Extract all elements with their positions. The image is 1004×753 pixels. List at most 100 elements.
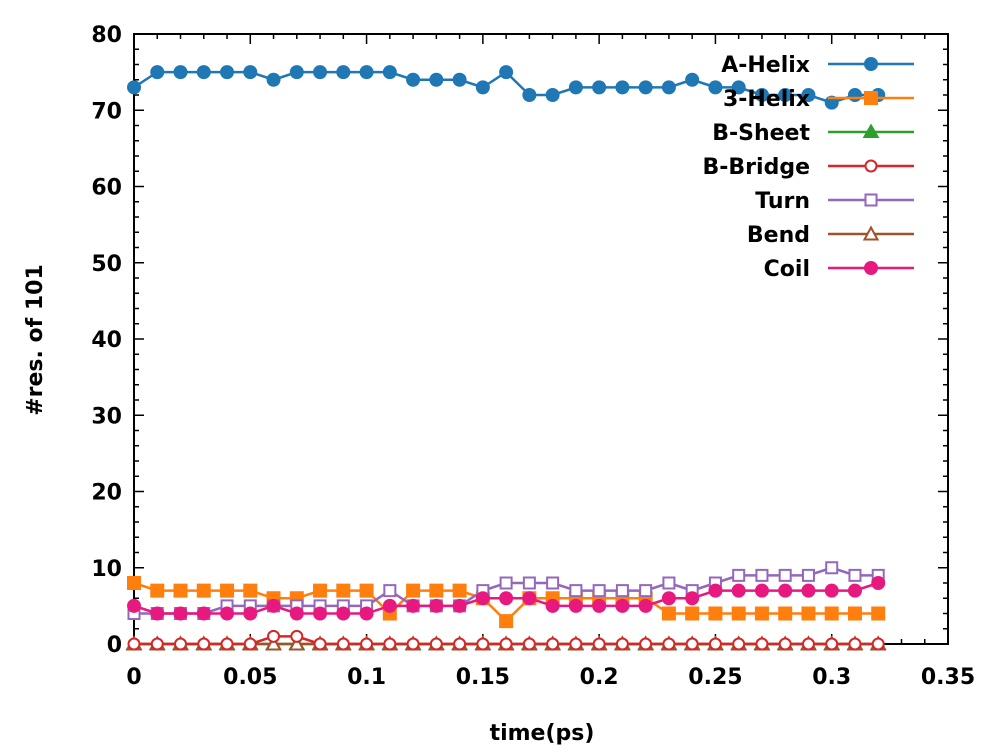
legend-item-turn: Turn — [755, 189, 914, 214]
data-point-a-helix — [336, 65, 351, 80]
data-point-b-bridge — [639, 637, 653, 651]
data-point-b-bridge — [569, 637, 583, 651]
data-point-turn — [732, 568, 746, 582]
legend-label: B-Bridge — [703, 155, 810, 180]
data-point-b-bridge — [592, 637, 606, 651]
data-point-a-helix — [452, 72, 467, 87]
data-point-a-helix — [545, 88, 560, 102]
data-point-coil — [685, 591, 700, 606]
data-point-a-helix — [778, 88, 793, 102]
data-point-coil — [382, 598, 397, 613]
data-point-b-bridge — [220, 637, 234, 651]
series-a-helix — [127, 65, 886, 110]
data-point-coil — [196, 606, 211, 621]
data-point-coil — [824, 583, 839, 598]
data-point-turn — [848, 568, 862, 582]
data-point-b-bridge — [546, 637, 560, 651]
x-tick-label: 0.2 — [580, 665, 619, 690]
data-point-3-helix — [452, 583, 467, 598]
data-point-coil — [778, 583, 793, 598]
data-point-3-helix — [220, 583, 235, 598]
data-point-turn — [546, 576, 560, 590]
x-axis-title: time(ps) — [490, 721, 595, 746]
data-point-3-helix — [778, 606, 793, 621]
data-point-coil — [731, 583, 746, 598]
data-point-3-helix — [429, 583, 444, 598]
data-point-b-bridge — [615, 637, 629, 651]
legend-marker — [864, 91, 878, 105]
data-point-a-helix — [824, 95, 839, 110]
data-point-a-helix — [220, 65, 235, 80]
data-point-3-helix — [685, 606, 700, 621]
data-point-3-helix — [313, 583, 328, 598]
data-point-3-helix — [754, 606, 769, 621]
data-point-a-helix — [475, 80, 490, 95]
data-point-a-helix — [847, 88, 862, 102]
data-point-a-helix — [568, 80, 583, 95]
series-b-bridge — [127, 629, 885, 651]
data-point-coil — [452, 598, 467, 613]
data-point-3-helix — [173, 583, 188, 598]
legend-marker — [864, 159, 878, 173]
legend-label: B-Sheet — [712, 121, 810, 146]
data-point-coil — [406, 598, 421, 613]
data-point-b-bridge — [732, 637, 746, 651]
data-point-3-helix — [847, 606, 862, 621]
legend-item-bend: Bend — [747, 223, 914, 248]
data-point-a-helix — [615, 80, 630, 95]
data-point-coil — [266, 598, 281, 613]
y-tick-label: 50 — [91, 252, 122, 277]
data-point-coil — [499, 591, 514, 606]
data-point-a-helix — [754, 88, 769, 102]
data-point-turn — [662, 576, 676, 590]
data-point-coil — [243, 606, 258, 621]
data-point-a-helix — [266, 72, 281, 87]
data-point-3-helix — [824, 606, 839, 621]
x-tick-label: 0.35 — [921, 665, 975, 690]
data-point-b-bridge — [685, 637, 699, 651]
data-point-b-bridge — [871, 637, 885, 651]
data-point-coil — [475, 591, 490, 606]
legend-marker — [862, 123, 880, 138]
data-point-coil — [871, 576, 886, 590]
legend-label: Coil — [764, 257, 810, 282]
data-point-a-helix — [731, 80, 746, 95]
series-coil — [127, 576, 886, 621]
data-point-3-helix — [336, 583, 351, 598]
data-point-coil — [150, 606, 165, 621]
data-point-coil — [661, 591, 676, 606]
data-point-a-helix — [429, 72, 444, 87]
legend-item-b-bridge: B-Bridge — [703, 155, 914, 180]
legend-label: Turn — [755, 189, 810, 214]
data-point-coil — [429, 598, 444, 613]
legend-item-b-sheet: B-Sheet — [712, 121, 914, 146]
legend-label: 3-Helix — [723, 87, 810, 112]
data-point-a-helix — [708, 80, 723, 95]
data-point-a-helix — [289, 65, 304, 80]
y-tick-label: 30 — [91, 404, 122, 429]
data-point-b-bridge — [801, 637, 815, 651]
data-point-b-bridge — [313, 637, 327, 651]
data-point-coil — [847, 583, 862, 598]
legend-label: A-Helix — [721, 53, 810, 78]
data-point-turn — [383, 584, 397, 598]
y-tick-label: 70 — [91, 99, 122, 124]
data-point-b-bridge — [150, 637, 164, 651]
data-point-coil — [127, 598, 141, 613]
data-point-b-bridge — [360, 637, 374, 651]
data-point-a-helix — [522, 88, 537, 102]
legend-marker — [862, 225, 880, 241]
data-point-b-bridge — [267, 629, 281, 643]
data-point-turn — [801, 568, 815, 582]
data-point-b-bridge — [406, 637, 420, 651]
data-point-coil — [173, 606, 188, 621]
data-point-b-bridge — [336, 637, 350, 651]
data-point-3-helix — [801, 606, 816, 621]
data-point-a-helix — [196, 65, 211, 80]
x-tick-label: 0.05 — [223, 665, 277, 690]
y-tick-label: 20 — [91, 481, 122, 506]
data-point-b-bridge — [778, 637, 792, 651]
data-point-b-bridge — [453, 637, 467, 651]
data-point-turn — [592, 584, 606, 598]
data-point-turn — [755, 568, 769, 582]
